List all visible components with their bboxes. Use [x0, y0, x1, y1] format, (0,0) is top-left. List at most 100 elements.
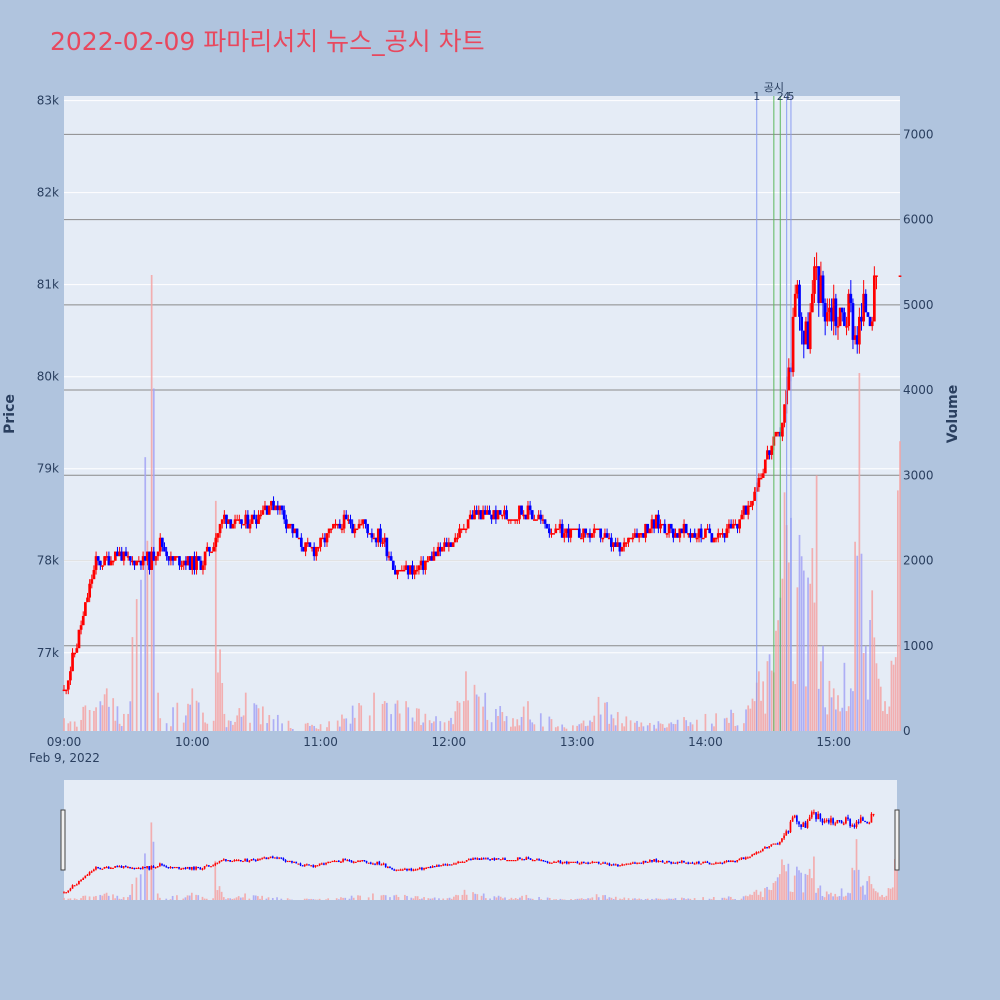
slider-candle-body	[210, 866, 212, 868]
slider-candle-body	[548, 862, 551, 864]
slider-candle-body	[342, 859, 344, 862]
y2-tick-label: 7000	[903, 127, 934, 141]
x-tick-label: 10:00	[175, 735, 210, 749]
candle-body	[150, 551, 154, 570]
candle-body	[205, 546, 209, 552]
slider-volume-bar	[740, 898, 743, 900]
slider-candle-body	[363, 860, 366, 862]
slider-candle-body	[386, 866, 389, 869]
slider-volume-bar	[84, 895, 87, 900]
slider-volume-bar	[802, 892, 805, 900]
slider-candle-body	[71, 885, 74, 889]
y-tick-label: 82k	[37, 186, 59, 200]
candle-body	[113, 551, 117, 561]
volume-bar	[477, 696, 480, 731]
volume-bar	[666, 727, 668, 731]
slider-candle-body	[617, 864, 619, 867]
rangeslider-handle-left[interactable]	[60, 809, 66, 871]
slider-candle-body	[787, 831, 790, 833]
candle-body	[240, 519, 243, 524]
y-tick-labels: 77k 78k 79k 80k 81k 82k 83k	[37, 94, 59, 660]
slider-candle-body	[832, 818, 834, 824]
candle-body	[864, 293, 868, 313]
slider-candle-body	[840, 820, 843, 824]
slider-volume-bar	[778, 874, 781, 900]
slider-volume-bar	[751, 894, 753, 900]
volume-bar	[725, 717, 728, 731]
slider-volume-bar	[576, 898, 579, 900]
candle-body	[195, 556, 198, 570]
slider-candle-body	[171, 866, 174, 869]
volume-bar	[467, 700, 469, 731]
volume-bar	[760, 700, 762, 731]
slider-candle-body	[146, 866, 148, 868]
volume-bar	[424, 713, 427, 731]
slider-candle-body	[642, 860, 645, 864]
slider-candle-body	[318, 863, 321, 866]
slider-volume-bar	[825, 891, 828, 900]
candle-body	[75, 648, 79, 653]
candle-body	[182, 560, 186, 566]
candle-body	[160, 537, 164, 547]
slider-volume-bar	[352, 897, 355, 900]
slider-volume-bar	[668, 898, 670, 900]
slider-candle-body	[284, 860, 287, 862]
slider-candle-body	[687, 862, 690, 864]
candle-body	[372, 537, 376, 540]
candle-body	[541, 519, 545, 521]
slider-candle-body	[376, 861, 379, 865]
candle-body	[173, 556, 177, 561]
candle-body	[481, 510, 485, 520]
slider-candle-body	[602, 862, 604, 864]
candle-body	[419, 560, 423, 566]
slider-volume-bar	[237, 896, 240, 900]
slider-volume-bar	[450, 898, 453, 900]
slider-volume-bar	[286, 898, 289, 900]
slider-volume-bar	[259, 898, 261, 900]
slider-volume-bar	[864, 894, 866, 900]
slider-candle-body	[374, 863, 376, 865]
slider-candle-body	[248, 860, 251, 863]
rangeslider-handle-right[interactable]	[894, 809, 900, 871]
slider-candle-body	[768, 846, 771, 848]
slider-volume-bar	[340, 897, 342, 900]
rangeslider-area[interactable]	[64, 780, 897, 900]
volume-bar	[576, 725, 579, 731]
candle-body	[580, 537, 583, 540]
slider-volume-bar	[318, 898, 321, 900]
candle-body	[66, 680, 70, 690]
volume-bar	[69, 721, 72, 731]
candle-body	[338, 523, 342, 529]
volume-bar	[764, 713, 767, 731]
candle-body	[156, 551, 160, 557]
slider-candle-body	[352, 861, 355, 863]
slider-candle-body	[410, 868, 413, 871]
candle-body	[81, 615, 85, 626]
slider-volume-bar	[885, 895, 888, 900]
candle-body	[821, 275, 825, 304]
slider-candle-body	[582, 861, 585, 863]
slider-candle-body	[327, 861, 330, 863]
x-tick-label: 12:00	[432, 735, 467, 749]
slider-candle-body	[804, 822, 807, 828]
slider-candle-body	[680, 860, 683, 863]
slider-volume-bar	[497, 895, 500, 900]
slider-candle-body	[614, 864, 617, 866]
candle-body	[216, 533, 220, 538]
slider-volume-bar	[859, 886, 862, 900]
volume-bar	[589, 720, 591, 731]
slider-volume-bar	[186, 895, 189, 900]
slider-candle-body	[404, 868, 406, 870]
candle-body	[855, 335, 859, 345]
slider-candle-body	[276, 857, 278, 859]
slider-candle-body	[595, 861, 598, 863]
slider-volume-bar	[830, 892, 832, 900]
slider-candle-body	[563, 861, 566, 863]
slider-volume-bar	[806, 874, 809, 900]
volume-bar	[202, 712, 204, 731]
volume-bar	[599, 714, 602, 731]
volume-bar	[490, 722, 493, 731]
slider-candle-body	[227, 860, 229, 862]
candle-body	[862, 293, 866, 322]
